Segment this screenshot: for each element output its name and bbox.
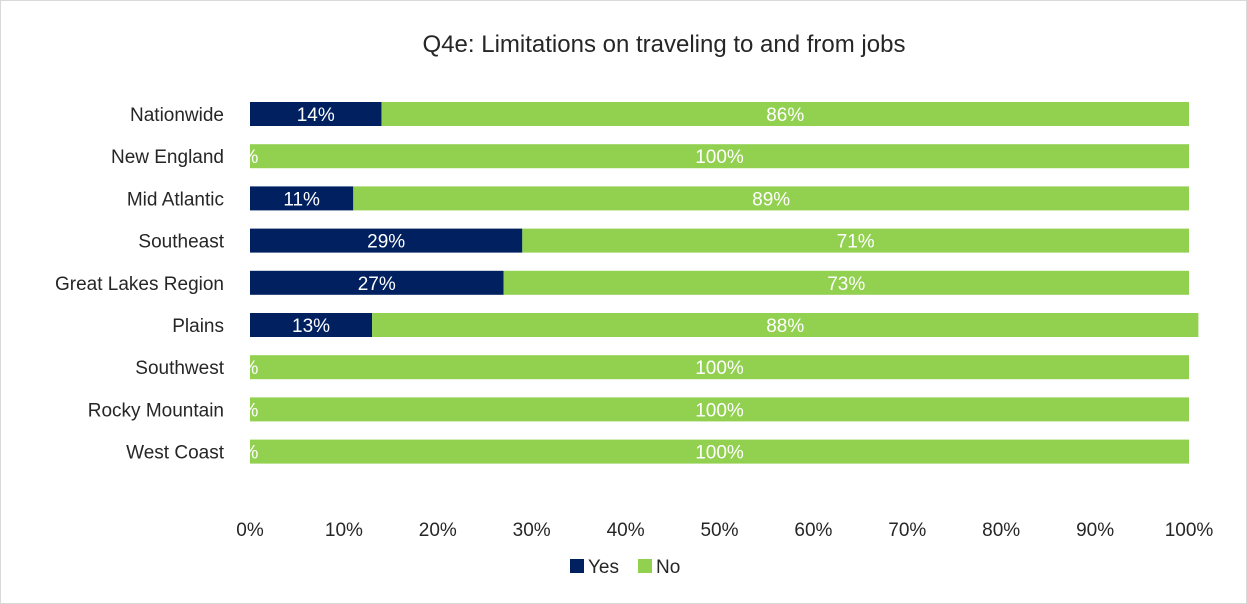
data-label-yes-mid-atlantic: 11% [283,189,320,210]
data-label-no-west-coast: 100% [695,443,744,464]
category-label-plains: Plains [172,316,224,337]
bar-yes-great-lakes-region [250,270,504,295]
category-label-nationwide: Nationwide [130,105,224,126]
bar-no-southwest [250,355,1189,380]
legend-swatch-yes [570,559,584,573]
data-label-yes-plains: 13% [292,316,330,337]
data-label-yes-new-england: % [242,147,259,168]
bar-no-nationwide [381,102,1190,126]
x-tick-label: 0% [236,520,264,541]
category-label-southwest: Southwest [135,358,224,379]
bar-no-plains [372,313,1199,337]
x-tick-label: 70% [888,520,926,541]
data-label-no-mid-atlantic: 89% [752,189,790,210]
data-label-yes-west-coast: % [242,443,259,464]
data-label-yes-rocky-mountain: % [242,400,259,421]
bars [250,102,1199,464]
x-tick-label: 80% [982,520,1020,541]
x-tick-label: 30% [513,520,551,541]
bar-yes-plains [250,313,373,337]
data-label-no-great-lakes-region: 73% [827,274,865,295]
data-labels: 14% 86%% 100% 11% 89% 29% 71% 27% 73% 13% 88%% 100%… [242,105,875,464]
x-tick-label: 20% [419,520,457,541]
legend-label-yes: Yes [588,557,619,578]
x-tick-label: 60% [794,520,832,541]
x-tick-label: 40% [607,520,645,541]
category-label-southeast: Southeast [138,232,224,253]
data-label-no-southeast: 71% [837,232,875,253]
data-label-yes-great-lakes-region: 27% [358,274,396,295]
data-label-yes-nationwide: 14% [297,105,335,126]
category-label-mid-atlantic: Mid Atlantic [127,189,224,210]
data-label-yes-southeast: 29% [367,232,405,253]
x-tick-label: 100% [1165,520,1214,541]
legend: Yes No [570,557,680,578]
bar-no-new-england [250,144,1189,169]
data-label-no-plains: 88% [766,316,804,337]
bar-no-rocky-mountain [250,397,1189,422]
bar-no-southeast [522,228,1189,253]
bar-yes-mid-atlantic [250,186,354,211]
bar-no-west-coast [250,439,1189,464]
legend-label-no: No [656,557,680,578]
bar-yes-southeast [250,228,523,253]
data-label-yes-southwest: % [242,358,259,379]
x-tick-label: 10% [325,520,363,541]
category-label-new-england: New England [111,147,224,168]
x-tick-label: 90% [1076,520,1114,541]
x-tick-label: 50% [700,520,738,541]
category-label-great-lakes-region: Great Lakes Region [55,274,224,295]
data-label-no-southwest: 100% [695,358,744,379]
data-label-no-new-england: 100% [695,147,744,168]
x-axis-tick-labels: 0% 10% 20% 30% 40% 50% 60% 70% 80% 90% 100% [236,520,1213,541]
chart-title: Q4e: Limitations on traveling to and fro… [423,31,906,58]
category-labels: Nationwide New England Mid Atlantic Southea… [55,105,225,464]
bar-no-great-lakes-region [503,270,1189,295]
data-label-no-rocky-mountain: 100% [695,400,744,421]
legend-swatch-no [638,559,652,573]
data-label-no-nationwide: 86% [766,105,804,126]
category-label-west-coast: West Coast [126,443,225,464]
bar-yes-nationwide [250,102,382,126]
bar-no-mid-atlantic [353,186,1189,211]
category-label-rocky-mountain: Rocky Mountain [88,400,224,421]
